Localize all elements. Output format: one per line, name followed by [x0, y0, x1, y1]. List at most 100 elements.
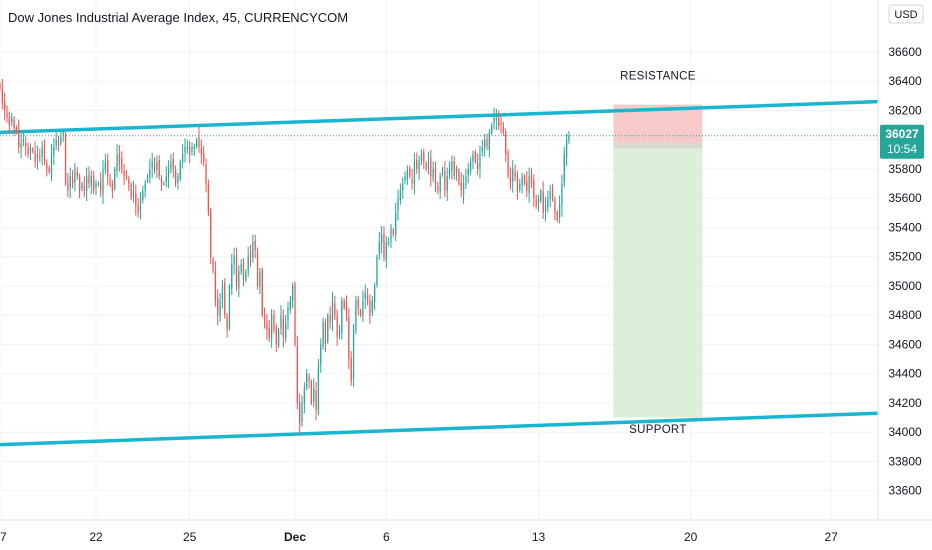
candle — [406, 165, 409, 185]
candle — [247, 246, 249, 277]
candle — [505, 128, 507, 162]
position-reward-zone[interactable] — [613, 148, 703, 418]
candle — [181, 144, 184, 169]
candle — [289, 295, 291, 314]
candle — [411, 169, 413, 190]
candle — [392, 227, 394, 237]
candle — [217, 289, 219, 326]
candle — [151, 152, 153, 178]
candle — [48, 165, 50, 175]
y-tick-label: 33800 — [888, 454, 922, 468]
candle — [338, 325, 341, 339]
candle — [310, 379, 313, 406]
support-line[interactable] — [0, 411, 880, 447]
y-tick-label: 36400 — [888, 74, 922, 88]
candle — [355, 295, 357, 335]
candle — [287, 301, 289, 330]
candle — [81, 181, 83, 192]
candle — [128, 175, 130, 192]
candle — [53, 138, 55, 166]
candle — [296, 336, 298, 410]
candle — [259, 267, 261, 295]
x-tick-label: Dec — [284, 530, 306, 544]
candle — [427, 151, 430, 175]
y-tick-label: 35400 — [888, 220, 922, 234]
price-scale[interactable] — [878, 0, 932, 550]
y-tick-label: 34800 — [888, 308, 922, 322]
y-tick-label: 36200 — [888, 103, 922, 117]
candle — [29, 143, 32, 161]
resistance-line[interactable] — [0, 99, 880, 135]
candle — [563, 146, 565, 188]
candle — [224, 278, 226, 319]
candle — [313, 378, 315, 408]
candle — [50, 144, 53, 181]
candle — [252, 234, 254, 263]
candle — [153, 157, 156, 174]
candle — [331, 291, 334, 332]
candle — [432, 161, 434, 183]
candle — [509, 167, 512, 190]
currency-label: USD — [894, 9, 917, 21]
candle — [18, 119, 20, 154]
candle — [549, 184, 551, 207]
candle — [390, 223, 392, 248]
candle — [324, 318, 327, 352]
candle — [469, 156, 472, 175]
candle — [203, 145, 205, 167]
candle — [88, 166, 90, 189]
candle — [425, 161, 427, 172]
candle — [275, 323, 277, 352]
grid — [0, 0, 878, 520]
support-label: SUPPORT — [629, 424, 686, 436]
candle — [156, 155, 158, 179]
trend-lines[interactable] — [0, 99, 880, 447]
candle — [519, 178, 521, 193]
candle — [366, 288, 369, 306]
candle — [163, 181, 165, 186]
candle — [388, 237, 390, 247]
candle — [231, 253, 233, 296]
candle — [371, 295, 373, 317]
candle — [561, 174, 563, 217]
candle — [149, 158, 151, 184]
candle — [341, 297, 343, 340]
candle — [268, 320, 270, 342]
candle — [116, 144, 118, 177]
time-scale[interactable] — [0, 520, 932, 550]
x-tick-label: 20 — [684, 530, 698, 544]
candle — [502, 122, 505, 136]
candle — [172, 152, 174, 178]
candle — [437, 181, 439, 195]
candle — [308, 373, 310, 389]
candle — [301, 395, 303, 427]
candle — [93, 170, 95, 195]
long-position-tool[interactable] — [613, 104, 703, 418]
candle — [409, 165, 411, 179]
y-tick-label: 34200 — [888, 396, 922, 410]
candle — [500, 116, 502, 134]
candle — [306, 368, 308, 391]
currency-button[interactable]: USD — [888, 4, 924, 24]
candle — [362, 290, 364, 322]
candle — [270, 309, 273, 348]
x-tick-label: 17 — [0, 530, 7, 544]
candle — [242, 258, 245, 287]
candle — [97, 181, 99, 187]
candle — [219, 293, 221, 322]
candle — [146, 174, 149, 183]
candle — [174, 165, 177, 188]
x-tick-label: 25 — [183, 530, 197, 544]
candle — [27, 142, 29, 158]
candle — [434, 161, 437, 193]
candle — [397, 189, 399, 221]
candle — [214, 261, 217, 307]
candle — [329, 306, 331, 329]
candle — [516, 170, 519, 200]
candle — [256, 247, 259, 290]
candle — [160, 175, 163, 192]
candle — [144, 180, 146, 198]
candle — [320, 338, 322, 373]
candle — [282, 309, 284, 348]
